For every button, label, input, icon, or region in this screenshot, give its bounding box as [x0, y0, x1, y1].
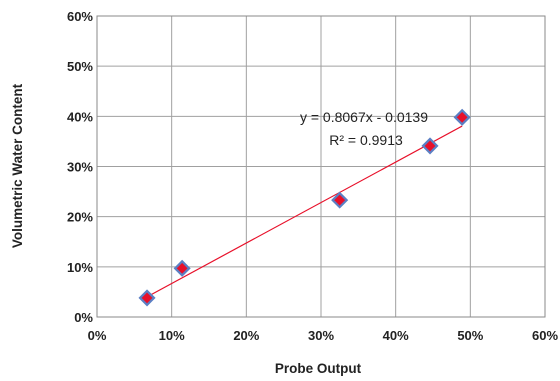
gridlines	[97, 16, 545, 317]
data-point	[173, 259, 191, 277]
y-tick-label: 0%	[74, 310, 93, 325]
y-tick-label: 60%	[67, 9, 93, 24]
data-point	[453, 108, 471, 126]
y-axis-title: Volumetric Water Content	[10, 83, 25, 248]
x-tick-label: 30%	[308, 328, 334, 343]
x-tick-label: 0%	[88, 328, 107, 343]
y-tick-label: 20%	[67, 210, 93, 225]
x-tick-label: 60%	[532, 328, 558, 343]
data-points	[138, 108, 471, 307]
r-squared-label: R² = 0.9913	[329, 132, 403, 148]
x-tick-labels: 0% 10% 20% 30% 40% 50% 60%	[88, 328, 559, 343]
x-tick-label: 10%	[159, 328, 185, 343]
data-point	[331, 191, 349, 209]
y-tick-label: 50%	[67, 59, 93, 74]
plot-area-frame	[96, 15, 546, 318]
x-tick-label: 20%	[233, 328, 259, 343]
y-tick-label: 40%	[67, 109, 93, 124]
y-tick-label: 10%	[67, 260, 93, 275]
y-tick-labels: 0% 10% 20% 30% 40% 50% 60%	[67, 9, 93, 325]
trendline	[146, 125, 463, 298]
x-tick-label: 40%	[383, 328, 409, 343]
x-axis-title: Probe Output	[275, 361, 362, 376]
data-point	[421, 137, 439, 155]
data-point	[138, 289, 156, 307]
trendline-equation: y = 0.8067x - 0.0139	[300, 109, 428, 125]
y-tick-label: 30%	[67, 160, 93, 175]
x-tick-label: 50%	[457, 328, 483, 343]
